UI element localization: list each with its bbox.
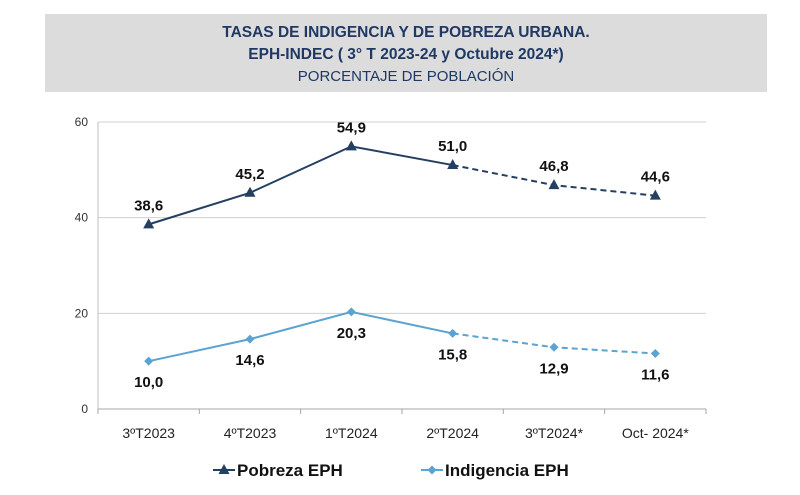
data-point-indigencia-eph-4: [549, 342, 559, 352]
data-point-pobreza-eph-0: [143, 218, 155, 229]
data-label-pobreza-eph-5: 44,6: [641, 169, 670, 186]
data-label-pobreza-eph-0: 38,6: [134, 197, 163, 214]
data-label-indigencia-eph-4: 12,9: [539, 360, 568, 377]
chart-title-line-1: TASAS DE INDIGENCIA Y DE POBREZA URBANA.: [222, 24, 590, 41]
data-label-pobreza-eph-4: 46,8: [539, 158, 568, 175]
data-label-indigencia-eph-5: 11,6: [641, 367, 669, 384]
data-point-indigencia-eph-3: [448, 328, 458, 338]
data-point-pobreza-eph-5: [649, 189, 661, 200]
x-tick-label-1: 4ºT2023: [224, 425, 277, 441]
data-label-pobreza-eph-2: 54,9: [337, 119, 366, 136]
data-point-pobreza-eph-4: [548, 179, 560, 190]
x-tick-label-0: 3ºT2023: [122, 425, 175, 441]
data-point-pobreza-eph-1: [244, 186, 256, 197]
data-label-indigencia-eph-1: 14,6: [235, 352, 264, 369]
chart-title-band: TASAS DE INDIGENCIA Y DE POBREZA URBANA.…: [45, 14, 767, 92]
data-point-pobreza-eph-2: [345, 140, 357, 151]
data-label-pobreza-eph-1: 45,2: [235, 166, 264, 183]
data-point-indigencia-eph-5: [650, 349, 660, 359]
series-line-indigencia-eph: [148, 310, 453, 363]
legend-marker-pobreza-eph: [218, 464, 230, 474]
data-label-indigencia-eph-3: 15,8: [438, 346, 467, 363]
legend-label-indigencia-eph: Indigencia EPH: [445, 461, 569, 480]
chart-subtitle: PORCENTAJE DE POBLACIÓN: [297, 68, 515, 85]
legend-marker-indigencia-eph: [427, 465, 437, 475]
data-label-indigencia-eph-0: 10,0: [134, 374, 163, 391]
data-label-indigencia-eph-2: 20,3: [337, 325, 366, 342]
legend-label-pobreza-eph: Pobreza EPH: [237, 461, 343, 480]
data-point-pobreza-eph-3: [447, 159, 459, 170]
y-tick-label-60: 60: [75, 115, 89, 129]
data-point-indigencia-eph-2: [346, 307, 356, 317]
y-tick-label-20: 20: [75, 306, 89, 320]
x-tick-label-2: 1ºT2024: [325, 425, 378, 441]
x-tick-label-4: 3ºT2024*: [525, 425, 584, 441]
data-point-indigencia-eph-0: [144, 356, 154, 366]
chart-title-line-2: EPH-INDEC ( 3° T 2023-24 y Octubre 2024*…: [248, 46, 564, 63]
series-line-pobreza-eph: [148, 145, 453, 226]
data-point-indigencia-eph-1: [245, 334, 255, 344]
data-label-pobreza-eph-3: 51,0: [438, 138, 467, 155]
x-tick-label-3: 2ºT2024: [426, 425, 479, 441]
y-tick-label-40: 40: [75, 211, 89, 225]
x-tick-label-5: Oct- 2024*: [622, 425, 689, 441]
y-tick-label-0: 0: [81, 402, 88, 416]
